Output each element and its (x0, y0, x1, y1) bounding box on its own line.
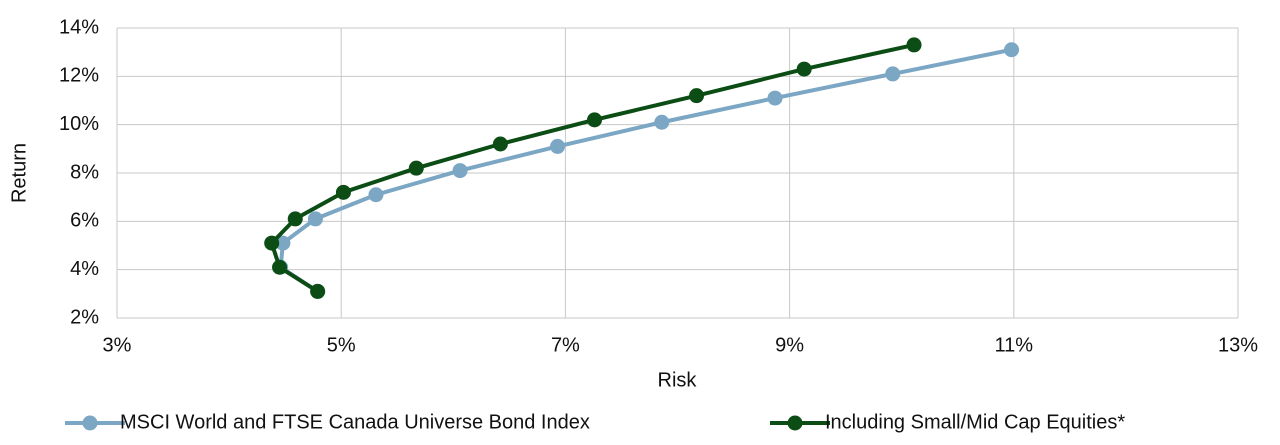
data-point (767, 90, 783, 106)
data-point (796, 61, 812, 77)
series-line (278, 47, 1012, 294)
x-tick-label: 3% (103, 334, 132, 356)
data-point (275, 235, 291, 251)
x-tick-label: 13% (1218, 334, 1258, 356)
data-point (492, 136, 508, 152)
data-point (452, 163, 468, 179)
y-tick-label: 8% (70, 161, 99, 183)
legend-label: MSCI World and FTSE Canada Universe Bond… (120, 411, 590, 433)
data-point (689, 88, 705, 104)
x-axis-label: Risk (658, 369, 698, 391)
x-tick-label: 5% (327, 334, 356, 356)
y-tick-label: 4% (70, 258, 99, 280)
data-point (310, 283, 326, 299)
legend-label: Including Small/Mid Cap Equities* (825, 411, 1125, 433)
legend-marker (82, 415, 98, 431)
y-tick-label: 6% (70, 210, 99, 232)
data-point (368, 187, 384, 203)
data-point (287, 211, 303, 227)
data-point (264, 235, 280, 251)
x-tick-label: 7% (551, 334, 580, 356)
y-tick-label: 10% (59, 113, 99, 135)
y-tick-label: 14% (59, 16, 99, 38)
x-tick-label: 9% (775, 334, 804, 356)
x-tick-label: 11% (995, 334, 1034, 356)
data-point (654, 114, 670, 130)
data-point (335, 184, 351, 200)
data-point (906, 37, 922, 53)
y-tick-label: 2% (70, 306, 99, 328)
series-line (269, 42, 915, 294)
legend-marker (787, 415, 803, 431)
data-point (885, 66, 901, 82)
data-point (272, 259, 288, 275)
data-point (587, 112, 603, 128)
data-point (550, 138, 566, 154)
y-tick-label: 12% (59, 65, 99, 87)
data-point (307, 211, 323, 227)
y-axis-label: Return (8, 143, 30, 203)
data-point (1004, 42, 1020, 58)
data-point (408, 160, 424, 176)
